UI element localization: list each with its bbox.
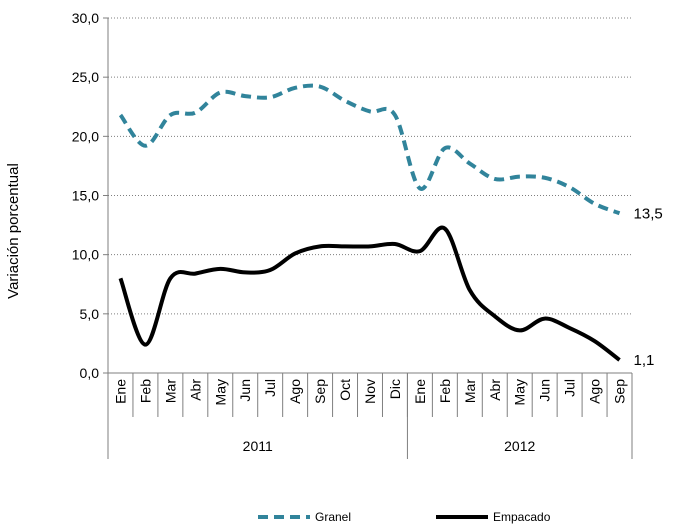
x-tick-label: Feb bbox=[137, 379, 153, 403]
series-lines bbox=[118, 83, 621, 362]
x-tick-label: Abr bbox=[487, 379, 503, 401]
x-tick-label: Mar bbox=[462, 379, 478, 403]
series-line-granel bbox=[118, 83, 621, 216]
x-tick-label: Jun bbox=[537, 379, 553, 402]
x-tick-label: Ene bbox=[412, 379, 428, 404]
legend-label-empacado: Empacado bbox=[493, 510, 551, 524]
x-tick-label: Ago bbox=[587, 379, 603, 404]
legend: Granel Empacado bbox=[258, 510, 551, 524]
x-tick-label: Mar bbox=[162, 379, 178, 403]
x-tick-label: Sep bbox=[312, 379, 328, 404]
x-tick-label: Oct bbox=[337, 379, 353, 401]
y-tick-label: 30,0 bbox=[72, 10, 99, 26]
series-line-empacado bbox=[118, 225, 621, 362]
legend-label-granel: Granel bbox=[315, 510, 351, 524]
gridlines bbox=[108, 17, 632, 315]
y-axis-label: Variación porcentual bbox=[5, 163, 22, 299]
group-label: 2011 bbox=[243, 438, 273, 454]
x-tick-label: Feb bbox=[437, 379, 453, 403]
y-tick-label: 5,0 bbox=[80, 306, 100, 322]
x-tick-label: Abr bbox=[187, 379, 203, 401]
x-tick-label: Jun bbox=[237, 379, 253, 402]
x-axis: Ene Feb Mar Abr May Jun Jul Ago Sep Oct Nov Dic Ene F… bbox=[107, 372, 633, 459]
x-tick-label: Ago bbox=[287, 379, 303, 404]
y-tick-label: 0,0 bbox=[80, 365, 100, 381]
x-tick-label: Jul bbox=[262, 379, 278, 397]
y-tick-label: 15,0 bbox=[72, 188, 99, 204]
y-tick-label: 25,0 bbox=[72, 69, 99, 85]
x-tick-label: Nov bbox=[362, 379, 378, 404]
end-label-granel: 13,5 bbox=[634, 205, 663, 222]
x-tick-label: May bbox=[212, 379, 228, 405]
y-tick-label: 10,0 bbox=[72, 247, 99, 263]
x-tick-label: May bbox=[512, 379, 528, 405]
group-label: 2012 bbox=[504, 438, 535, 454]
x-tick-label: Dic bbox=[387, 379, 403, 399]
x-tick-label: Jul bbox=[562, 379, 578, 397]
y-axis: 0,0 5,0 10,0 15,0 20,0 25,0 30,0 bbox=[72, 10, 109, 381]
end-labels: 13,5 1,1 bbox=[634, 205, 663, 369]
x-tick-label: Ene bbox=[112, 379, 128, 404]
x-tick-label: Sep bbox=[612, 379, 628, 404]
y-tick-label: 20,0 bbox=[72, 128, 99, 144]
end-label-empacado: 1,1 bbox=[634, 352, 655, 369]
